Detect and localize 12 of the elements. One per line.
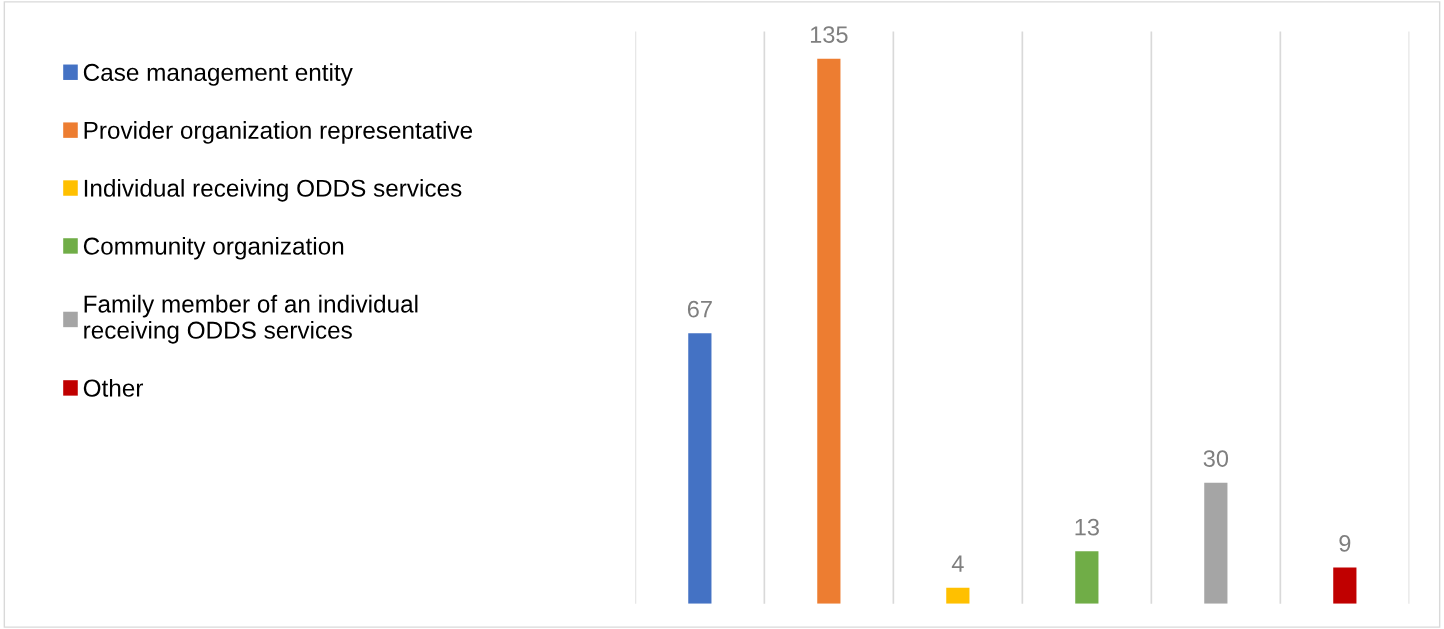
legend-label: Individual receiving ODDS services [84, 179, 462, 202]
data-label: 13 [1075, 518, 1099, 536]
data-label: 4 [951, 555, 964, 572]
data-label: 67 [687, 300, 712, 318]
legend-label: Other [83, 378, 144, 397]
legend-label: Provider organization representative [84, 121, 473, 144]
legend-label: Case management entity [83, 63, 353, 86]
legend-label: Family member of an individual receiving ODDS services [84, 294, 418, 344]
data-label: 9 [1339, 535, 1351, 552]
data-label: 135 [810, 26, 848, 43]
legend-label: Community organization [83, 236, 344, 260]
data-label: 30 [1203, 450, 1229, 467]
